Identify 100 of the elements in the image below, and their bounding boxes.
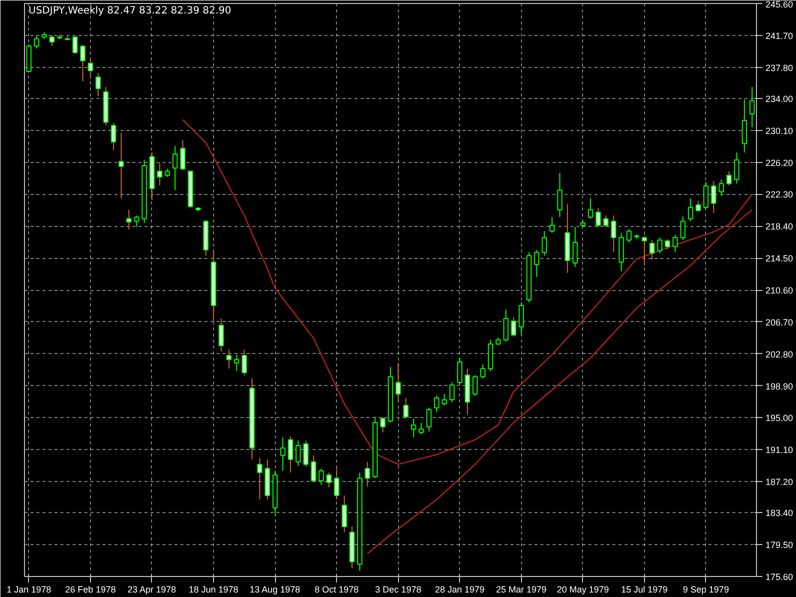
y-tick-label: 234.00 [766, 94, 794, 104]
candlestick [110, 122, 116, 151]
candlestick [218, 318, 224, 352]
y-tick-label: 237.80 [766, 62, 794, 73]
x-tick-label: 18 Jun 1978 [188, 584, 238, 594]
candlestick [426, 407, 432, 432]
candlestick [557, 172, 562, 218]
y-tick-label: 187.20 [766, 477, 794, 488]
candlestick [442, 393, 447, 406]
candlestick [696, 200, 701, 212]
y-tick-label: 218.40 [766, 222, 794, 232]
candlestick [310, 454, 316, 483]
candlestick [364, 461, 370, 487]
y-tick-label: 245.60 [766, 0, 794, 10]
candlestick [96, 72, 101, 96]
y-tick-label: 210.60 [766, 286, 794, 296]
candlestick [118, 132, 124, 199]
candlestick [280, 436, 286, 472]
candlestick [49, 34, 55, 47]
line-series [366, 209, 753, 554]
x-tick-label: 9 Sep 1979 [682, 584, 729, 594]
candlestick [642, 235, 648, 266]
candlestick [703, 181, 709, 210]
y-tick-label: 241.70 [766, 30, 794, 41]
candlestick [611, 215, 616, 253]
candlestick [242, 349, 247, 376]
candlestick [672, 234, 678, 253]
candlestick [226, 349, 232, 370]
candlestick [257, 457, 262, 500]
x-tick-label: 23 Apr 1978 [127, 584, 176, 594]
candlestick [88, 58, 94, 76]
candlestick [80, 44, 86, 82]
y-tick-label: 183.40 [766, 508, 794, 518]
candlestick [72, 36, 78, 54]
candlestick [449, 382, 455, 403]
candlestick [588, 198, 594, 220]
x-tick-label: 26 Feb 1978 [65, 584, 116, 594]
candlestick [734, 152, 740, 184]
x-tick-label: 15 Jul 1979 [621, 584, 668, 594]
line-series [182, 119, 753, 465]
candlestick [711, 180, 716, 214]
candlestick [288, 436, 294, 474]
candlestick [34, 34, 40, 50]
candlestick [518, 302, 524, 336]
x-tick-label: 1 Jan 1978 [6, 584, 52, 594]
y-tick-label: 214.50 [766, 254, 794, 264]
candlestick [396, 362, 401, 403]
candlestick [742, 98, 748, 153]
candlestick [572, 226, 578, 268]
candlestick [596, 208, 601, 228]
candlestick [472, 374, 478, 396]
x-tick-label: 25 Mar 1979 [496, 584, 547, 594]
y-tick-label: 195.00 [766, 413, 794, 424]
x-tick-label: 13 Aug 1978 [250, 584, 300, 594]
y-tick-label: 206.70 [766, 317, 794, 328]
candlestick [326, 472, 332, 488]
candlestick [510, 316, 516, 338]
candlestick [503, 309, 509, 342]
candlestick [172, 145, 178, 191]
x-tick-label: 8 Oct 1978 [314, 584, 359, 594]
candlestick [480, 364, 486, 379]
candlestick [457, 357, 462, 386]
candlestick [342, 494, 347, 533]
candlestick [688, 198, 694, 222]
candlestick [418, 422, 424, 435]
x-tick-label: 20 May 1979 [556, 584, 609, 594]
candlestick [234, 354, 240, 372]
candlestick [126, 209, 132, 230]
y-tick-label: 191.10 [766, 445, 794, 456]
candlestick [657, 237, 662, 254]
candlestick [380, 416, 386, 433]
chart-title: USDJPY,Weekly 82.47 83.22 82.39 82.90 [28, 6, 232, 16]
y-tick-label: 222.30 [766, 190, 794, 200]
candlestick [718, 178, 724, 196]
candlestick [542, 230, 547, 256]
candlestick [303, 440, 308, 468]
y-tick-label: 202.80 [766, 349, 794, 360]
candlestick [318, 468, 324, 486]
candlestick [664, 238, 670, 250]
candlestick [296, 440, 301, 466]
candlestick [680, 216, 686, 241]
candlestick [134, 215, 140, 228]
x-tick-label: 3 Dec 1978 [375, 584, 422, 594]
candlestick [603, 215, 609, 228]
y-tick-label: 179.50 [766, 540, 794, 550]
candlestick [180, 140, 186, 171]
candlestick [410, 418, 416, 438]
candlestick [334, 468, 340, 500]
y-tick-label: 230.10 [766, 126, 794, 136]
y-tick-label: 198.90 [766, 381, 794, 392]
x-tick-label: 28 Jan 1979 [434, 584, 485, 594]
candlestick [534, 249, 540, 278]
candlestick [726, 170, 732, 186]
candlestick [649, 240, 655, 260]
candlestick [403, 398, 409, 420]
candlestick [157, 162, 162, 186]
y-tick-label: 175.60 [766, 572, 794, 582]
candlestick [549, 216, 555, 234]
candlestick [434, 395, 440, 412]
y-tick-label: 226.20 [766, 158, 794, 168]
